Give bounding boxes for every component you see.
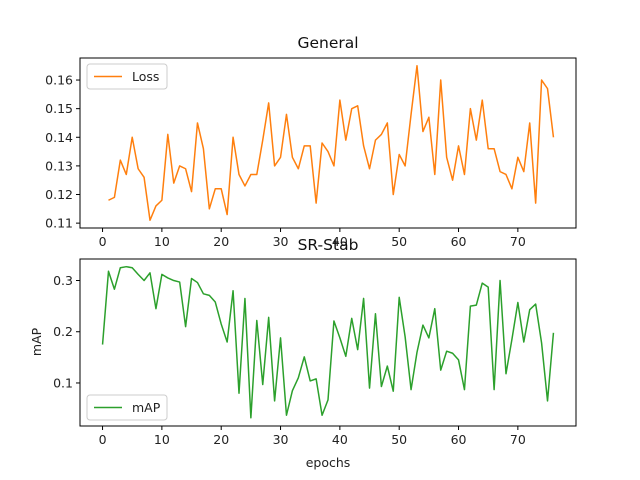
subplot-sr-stab-title: SR-Stab bbox=[298, 236, 359, 254]
subplot-sr-stab-x-ticks: 0 10 20 30 40 50 60 70 bbox=[99, 426, 526, 447]
subplot-general-y-ticks: 0.11 0.12 0.13 0.14 0.15 0.16 bbox=[45, 73, 80, 231]
legend-box bbox=[86, 63, 168, 90]
y-tick-label: 0.16 bbox=[45, 73, 73, 88]
subplot-sr-stab-axes-frame bbox=[79, 258, 577, 427]
x-tick-label: 30 bbox=[273, 432, 289, 447]
subplot-sr-stab-y-ticks: 0.1 0.2 0.3 bbox=[53, 273, 80, 390]
subplot-general-series-group bbox=[108, 64, 555, 222]
x-tick-label: 40 bbox=[332, 234, 348, 249]
x-tick-label: 60 bbox=[451, 432, 467, 447]
x-tick-label: 40 bbox=[332, 432, 348, 447]
x-tick-label: 30 bbox=[273, 234, 289, 249]
subplot-sr-stab-series-group bbox=[101, 265, 555, 419]
x-tick-label: 50 bbox=[391, 234, 407, 249]
x-tick-label: 0 bbox=[99, 432, 107, 447]
legend-box bbox=[86, 394, 168, 421]
y-tick-label: 0.12 bbox=[45, 187, 73, 202]
subplot-general: General 0 10 20 30 40 50 60 70 0.11 0.12 0.13 0.14… bbox=[45, 34, 577, 249]
subplot-sr-stab-y-axis-label: mAP bbox=[29, 327, 44, 356]
y-tick-label: 0.15 bbox=[45, 101, 73, 116]
x-tick-label: 10 bbox=[154, 432, 170, 447]
subplot-general-x-ticks: 0 10 20 30 40 50 60 70 bbox=[99, 228, 526, 249]
subplot-sr-stab-legend: mAP bbox=[86, 394, 168, 421]
y-tick-label: 0.1 bbox=[53, 375, 73, 390]
y-tick-label: 0.3 bbox=[53, 273, 73, 288]
x-tick-label: 10 bbox=[154, 234, 170, 249]
x-tick-label: 20 bbox=[213, 432, 229, 447]
y-tick-label: 0.2 bbox=[53, 324, 73, 339]
subplot-general-legend: Loss bbox=[86, 63, 168, 90]
subplot-general-axes-frame bbox=[79, 57, 577, 229]
legend-label-map: mAP bbox=[132, 400, 161, 415]
x-tick-label: 70 bbox=[510, 432, 526, 447]
subplot-general-title: General bbox=[297, 34, 358, 52]
x-tick-label: 50 bbox=[391, 432, 407, 447]
x-tick-label: 0 bbox=[99, 234, 107, 249]
legend-label-loss: Loss bbox=[132, 69, 159, 84]
x-tick-label: 70 bbox=[510, 234, 526, 249]
y-tick-label: 0.11 bbox=[45, 216, 73, 231]
subplot-sr-stab-x-axis-label: epochs bbox=[306, 455, 351, 470]
x-tick-label: 60 bbox=[451, 234, 467, 249]
y-tick-label: 0.14 bbox=[45, 130, 73, 145]
series-line-map bbox=[101, 265, 555, 419]
subplot-sr-stab: SR-Stab 0 10 20 30 40 50 60 70 0.1 0.2 0.3 mAP ep… bbox=[29, 236, 577, 470]
series-line-loss bbox=[108, 64, 555, 222]
y-tick-label: 0.13 bbox=[45, 158, 73, 173]
x-tick-label: 20 bbox=[213, 234, 229, 249]
